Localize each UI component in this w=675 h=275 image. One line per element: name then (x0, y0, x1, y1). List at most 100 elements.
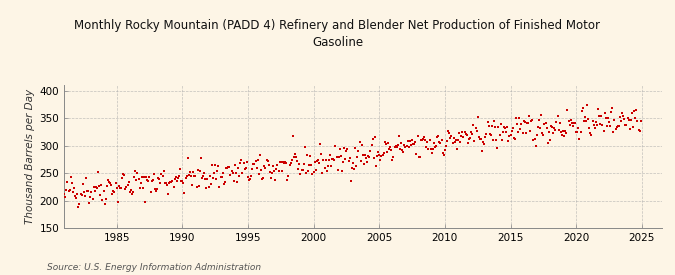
Point (135, 181, 146, 186)
Point (126, 188, 136, 192)
Point (522, 121, 533, 125)
Point (409, 141, 420, 146)
Point (603, 116, 614, 121)
Point (258, 176, 269, 181)
Point (340, 157, 351, 161)
Point (483, 123, 494, 128)
Point (201, 186, 212, 191)
Point (210, 163, 221, 167)
Point (222, 165, 233, 170)
Point (228, 179, 239, 183)
Point (355, 159, 366, 163)
Point (566, 121, 577, 125)
Point (265, 176, 276, 180)
Point (406, 143, 416, 147)
Point (346, 178, 356, 183)
Point (634, 128, 645, 133)
Point (619, 116, 630, 121)
Point (394, 134, 404, 138)
Point (239, 166, 250, 171)
Point (630, 116, 641, 120)
Point (332, 168, 343, 172)
Point (227, 171, 238, 175)
Point (585, 131, 596, 135)
Point (396, 141, 406, 145)
Point (117, 176, 128, 180)
Point (358, 153, 369, 157)
Point (441, 139, 452, 143)
Point (317, 171, 328, 175)
Point (464, 136, 475, 140)
Point (136, 175, 147, 179)
Point (531, 144, 541, 148)
Point (175, 166, 186, 171)
Point (624, 127, 635, 131)
Point (333, 155, 344, 159)
Point (562, 108, 573, 112)
Point (597, 123, 608, 128)
Point (547, 124, 558, 129)
Point (418, 135, 429, 139)
Point (101, 184, 112, 188)
Point (342, 147, 353, 151)
Point (86, 190, 97, 195)
Point (605, 124, 616, 128)
Point (230, 171, 241, 175)
Point (240, 166, 251, 170)
Point (550, 127, 561, 132)
Point (211, 177, 221, 181)
Point (496, 138, 507, 143)
Point (350, 145, 360, 150)
Point (302, 153, 313, 157)
Point (343, 159, 354, 164)
Point (124, 190, 135, 195)
Point (452, 146, 462, 151)
Point (605, 110, 616, 114)
Point (288, 155, 299, 160)
Point (601, 123, 612, 128)
Point (464, 137, 475, 142)
Point (166, 180, 177, 184)
Point (111, 186, 122, 191)
Point (113, 184, 124, 188)
Point (230, 162, 240, 167)
Point (577, 106, 588, 111)
Point (469, 139, 480, 144)
Point (429, 141, 439, 145)
Point (427, 151, 437, 156)
Point (548, 131, 559, 135)
Point (448, 136, 459, 140)
Point (616, 119, 626, 123)
Point (479, 142, 489, 146)
Point (182, 156, 193, 160)
Point (242, 175, 253, 179)
Point (82, 189, 92, 194)
Point (83, 189, 94, 194)
Point (505, 133, 516, 137)
Point (503, 138, 514, 143)
Point (500, 125, 510, 130)
Point (236, 158, 247, 162)
Point (445, 136, 456, 140)
Point (595, 122, 605, 126)
Point (459, 130, 470, 134)
Point (563, 119, 574, 123)
Point (591, 123, 602, 128)
Point (432, 135, 443, 139)
Point (202, 177, 213, 181)
Point (101, 196, 111, 201)
Point (404, 138, 415, 143)
Point (618, 114, 628, 118)
Point (251, 166, 262, 170)
Point (267, 171, 277, 175)
Point (182, 173, 192, 178)
Point (554, 120, 565, 125)
Point (397, 148, 408, 152)
Point (66, 180, 77, 185)
Point (381, 142, 392, 147)
Point (133, 177, 144, 182)
Point (167, 179, 178, 183)
Point (85, 195, 96, 200)
Point (132, 171, 143, 176)
Point (316, 152, 327, 156)
